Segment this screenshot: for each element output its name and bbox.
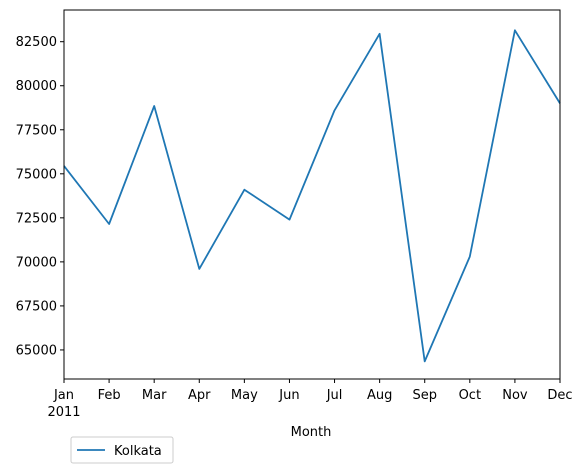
x-tick-label: Jul: [326, 388, 343, 403]
y-tick-label: 82500: [16, 35, 57, 50]
x-tick-label: Sep: [412, 388, 437, 403]
y-tick-label: 72500: [16, 211, 57, 226]
y-axis: 65000 67500 70000 72500 75000 77500 80000 82500: [16, 35, 64, 358]
y-tick-label: 67500: [16, 299, 57, 314]
series-layer: [63, 29, 561, 363]
y-tick-label: 75000: [16, 167, 57, 182]
y-tick-label: 65000: [16, 343, 57, 358]
x-tick-label: Aug: [367, 388, 392, 403]
y-tick-label: 80000: [16, 79, 57, 94]
x-tick-label: May: [231, 388, 258, 403]
y-tick-label: 70000: [16, 255, 57, 270]
y-tick-label: 77500: [16, 123, 57, 138]
x-tick-label: Oct: [459, 388, 481, 403]
legend-frame: [70, 436, 174, 464]
x-tick-label: Feb: [98, 388, 121, 403]
x-tick-label: Nov: [502, 388, 528, 403]
legend: Kolkata: [70, 436, 174, 464]
plot-frame: [63, 9, 561, 380]
x-tick-label: Jan: [53, 388, 74, 403]
x-tick-label: Jun: [278, 388, 299, 403]
x-year-label: 2011: [47, 405, 80, 420]
x-tick-label: Dec: [547, 388, 572, 403]
x-tick-label: Mar: [142, 388, 167, 403]
legend-label-kolkata: Kolkata: [114, 444, 162, 459]
x-axis: Jan Feb Mar Apr May Jun Jul Aug Sep Oct Nov Dec: [53, 379, 573, 403]
x-tick-label: Apr: [188, 388, 211, 403]
x-axis-title: Month: [291, 425, 332, 440]
series-line-kolkata: [63, 29, 561, 363]
